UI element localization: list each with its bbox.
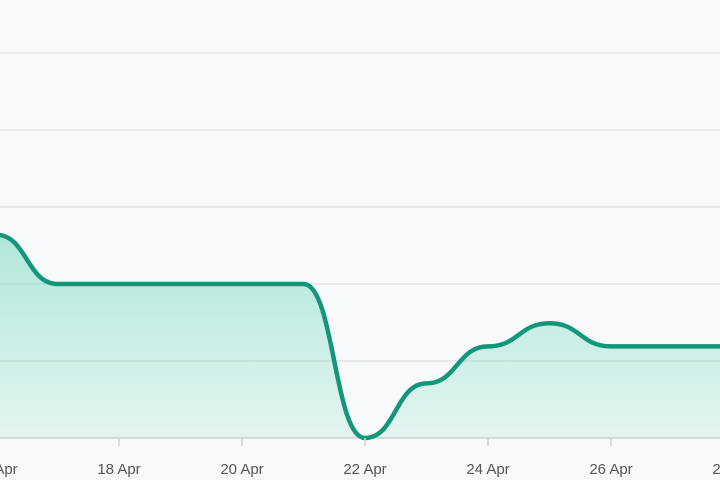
line [0,233,720,441]
x-tick-label: 18 Apr [97,461,140,478]
area-fill [0,235,720,438]
x-tick-label: 28 Apr [712,461,720,478]
x-tick-label: 22 Apr [343,461,386,478]
x-tick-label: 24 Apr [466,461,509,478]
x-tick-label: 20 Apr [220,461,263,478]
x-tick-label: 26 Apr [589,461,632,478]
x-tick-label: 16 Apr [0,461,18,478]
